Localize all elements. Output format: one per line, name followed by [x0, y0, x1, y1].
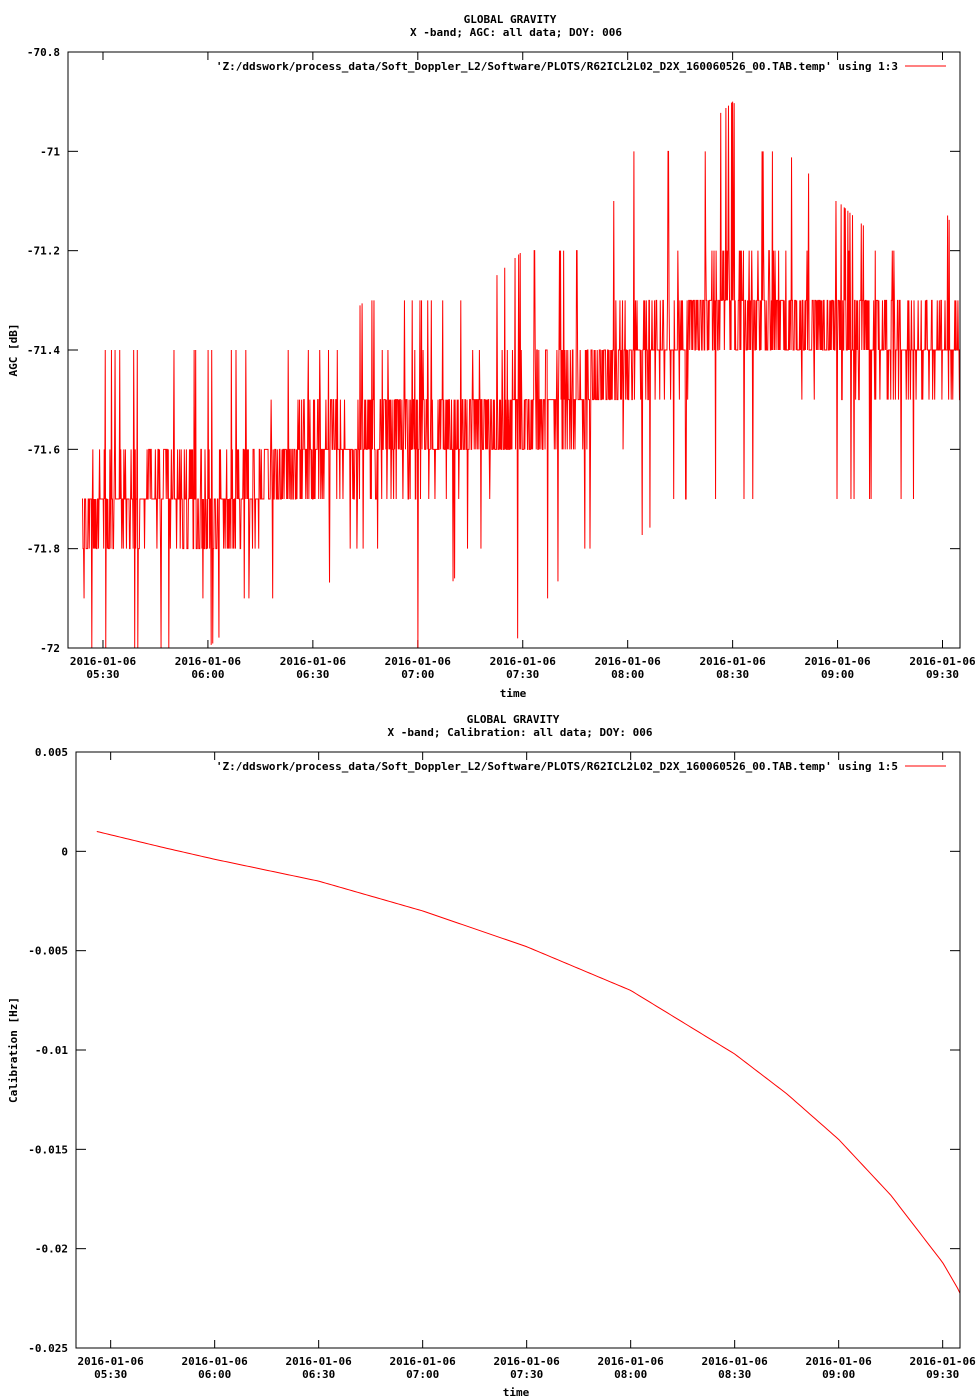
plot-frame	[75, 751, 961, 1349]
x-tick-label-date: 2016-01-06	[280, 655, 347, 668]
y-tick-label: -71.8	[27, 543, 60, 556]
y-tick-label: -71.6	[27, 443, 60, 456]
y-axis-label: AGC [dB]	[7, 324, 20, 377]
tick-group: 2016-01-0605:302016-01-0606:002016-01-06…	[27, 46, 976, 681]
x-tick-label-time: 08:30	[718, 1368, 751, 1381]
y-tick-label: -0.01	[35, 1044, 68, 1057]
chart-subtitle: X -band; Calibration: all data; DOY: 006	[388, 726, 653, 739]
chart-title: GLOBAL GRAVITY	[467, 713, 560, 726]
chart-title: GLOBAL GRAVITY	[464, 13, 557, 26]
x-tick-label-date: 2016-01-06	[175, 655, 242, 668]
x-tick-label-time: 07:00	[401, 668, 434, 681]
x-tick-label-time: 07:30	[510, 1368, 543, 1381]
y-tick-label: 0.005	[35, 746, 68, 759]
x-tick-label-time: 09:30	[926, 1368, 959, 1381]
x-tick-label-date: 2016-01-06	[78, 1355, 145, 1368]
x-tick-label-time: 08:00	[614, 1368, 647, 1381]
x-tick-label-time: 08:30	[716, 668, 749, 681]
x-tick-label-date: 2016-01-06	[595, 655, 662, 668]
y-tick-label: -70.8	[27, 46, 60, 59]
y-tick-label: -0.005	[28, 945, 68, 958]
y-tick-label: -71.2	[27, 245, 60, 258]
tick-group: 2016-01-0605:302016-01-0606:002016-01-06…	[28, 746, 976, 1381]
x-tick-label-date: 2016-01-06	[598, 1355, 665, 1368]
x-tick-label-date: 2016-01-06	[909, 655, 976, 668]
series-line	[81, 101, 960, 649]
x-tick-label-time: 06:30	[296, 668, 329, 681]
x-tick-label-time: 09:00	[821, 668, 854, 681]
y-axis-label: Calibration [Hz]	[7, 997, 20, 1103]
x-tick-label-time: 09:00	[822, 1368, 855, 1381]
legend: 'Z:/ddswork/process_data/Soft_Doppler_L2…	[216, 760, 946, 773]
x-tick-label-time: 06:30	[302, 1368, 335, 1381]
x-tick-label-date: 2016-01-06	[390, 1355, 457, 1368]
x-tick-label-date: 2016-01-06	[182, 1355, 249, 1368]
y-tick-label: -0.015	[28, 1143, 68, 1156]
x-tick-label-date: 2016-01-06	[385, 655, 452, 668]
x-tick-label-time: 07:00	[406, 1368, 439, 1381]
x-tick-label-date: 2016-01-06	[806, 1355, 873, 1368]
y-tick-label: -0.02	[35, 1243, 68, 1256]
legend: 'Z:/ddswork/process_data/Soft_Doppler_L2…	[216, 60, 946, 73]
legend-label: 'Z:/ddswork/process_data/Soft_Doppler_L2…	[216, 760, 898, 773]
series-line	[96, 830, 961, 1299]
x-tick-label-time: 05:30	[94, 1368, 127, 1381]
agc-chart: GLOBAL GRAVITY X -band; AGC: all data; D…	[7, 13, 976, 700]
x-tick-label-time: 06:00	[191, 668, 224, 681]
x-axis-label: time	[503, 1386, 530, 1399]
x-tick-label-time: 06:00	[198, 1368, 231, 1381]
x-tick-label-date: 2016-01-06	[702, 1355, 769, 1368]
y-tick-label: -71	[40, 145, 60, 158]
legend-label: 'Z:/ddswork/process_data/Soft_Doppler_L2…	[216, 60, 898, 73]
x-tick-label-date: 2016-01-06	[70, 655, 137, 668]
chart-subtitle: X -band; AGC: all data; DOY: 006	[410, 26, 622, 39]
x-tick-label-time: 07:30	[506, 668, 539, 681]
x-tick-label-date: 2016-01-06	[804, 655, 871, 668]
series-group	[96, 830, 961, 1299]
y-tick-label: -0.025	[28, 1342, 68, 1355]
x-tick-label-date: 2016-01-06	[286, 1355, 353, 1368]
y-tick-label: -71.4	[27, 344, 60, 357]
x-tick-label-time: 09:30	[926, 668, 959, 681]
x-tick-label-date: 2016-01-06	[700, 655, 767, 668]
y-tick-label: 0	[61, 845, 68, 858]
x-tick-label-date: 2016-01-06	[494, 1355, 561, 1368]
calibration-chart: GLOBAL GRAVITY X -band; Calibration: all…	[7, 713, 976, 1399]
y-tick-label: -72	[40, 642, 60, 655]
series-group	[81, 101, 960, 649]
x-tick-label-date: 2016-01-06	[910, 1355, 977, 1368]
plot-frame	[67, 51, 961, 649]
x-axis-label: time	[500, 687, 527, 700]
x-tick-label-date: 2016-01-06	[490, 655, 557, 668]
x-tick-label-time: 08:00	[611, 668, 644, 681]
x-tick-label-time: 05:30	[86, 668, 119, 681]
